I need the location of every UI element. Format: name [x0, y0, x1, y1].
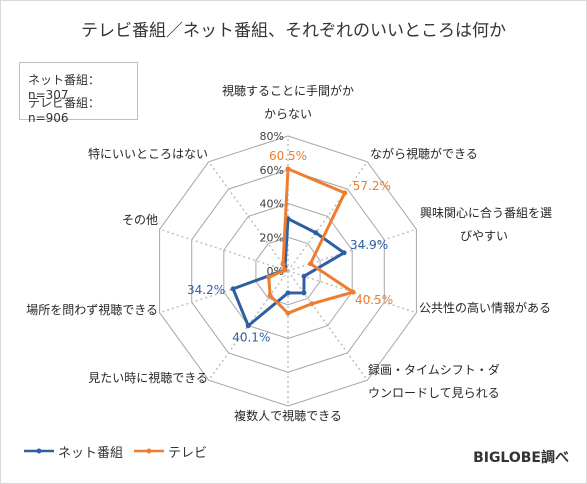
data-point-tv-3: [350, 289, 356, 295]
category-label-2-line-0: 興味関心に合う番組を選: [420, 205, 552, 220]
legend-swatch-tv: [134, 448, 164, 454]
category-label-1-line-0: ながら視聴ができる: [370, 146, 478, 161]
sample-size-box: ネット番組： n=307 テレビ番組： n=906: [19, 62, 138, 125]
legend-label-net: ネット番組: [58, 446, 124, 461]
data-label-tv-3: 40.5%: [355, 293, 393, 307]
tick-label-20: 20%: [260, 231, 284, 244]
data-point-net-7: [230, 286, 236, 292]
category-label-3-line-0: 公共性の高い情報がある: [419, 300, 551, 315]
data-point-net-2: [341, 250, 347, 256]
legend-swatch-net: [24, 448, 54, 454]
category-label-7-line-0: 場所を問わず視聴できる: [26, 302, 158, 317]
category-label-9-line-0: 特にいいところはない: [88, 146, 208, 161]
data-point-tv-9: [280, 261, 286, 267]
data-label-net-6: 40.1%: [232, 331, 270, 345]
tick-label-80: 80%: [260, 130, 284, 143]
category-label-8-line-0: その他: [122, 213, 158, 227]
data-point-net-5: [285, 290, 291, 296]
data-point-tv-6: [267, 293, 273, 299]
source-credit: BIGLOBE調べ: [473, 450, 569, 466]
chart-title: テレビ番組／ネット番組、それぞれのいいところは何か: [81, 21, 506, 41]
grid-ring-80: [159, 135, 417, 407]
category-label-4-line-1: ウンロードして見られる: [368, 386, 500, 400]
data-point-tv-0: [285, 166, 291, 172]
data-label-net-2: 34.9%: [350, 238, 388, 252]
legend-item-net: ネット番組: [24, 442, 123, 461]
category-label-2-line-1: びやすい: [460, 229, 508, 243]
data-point-net-6: [245, 323, 251, 329]
sample-size-net: ネット番組： n=307: [28, 73, 101, 102]
category-label-4-line-0: 録画・タイムシフト・ダ: [368, 362, 500, 377]
data-point-tv-5: [285, 310, 291, 316]
category-label-5-line-0: 複数人で視聴できる: [234, 408, 342, 423]
grid-ring-40: [223, 202, 353, 340]
data-point-net-4: [301, 290, 307, 296]
data-point-tv-2: [307, 261, 313, 267]
data-point-tv-7: [266, 274, 272, 280]
data-label-tv-0: 60.5%: [269, 149, 307, 163]
data-point-net-1: [313, 230, 319, 236]
legend-label-tv: テレビ: [168, 446, 208, 461]
data-label-tv-1: 57.2%: [353, 179, 391, 193]
category-label-0-line-0: 視聴することに手間がか: [222, 83, 354, 98]
tick-label-60: 60%: [260, 164, 284, 177]
category-label-0-line-1: からない: [264, 107, 312, 121]
data-label-net-7: 34.2%: [187, 283, 225, 297]
data-point-tv-1: [342, 190, 348, 196]
sample-size-tv: テレビ番組： n=906: [28, 96, 101, 125]
category-label-6-line-0: 見たい時に視聴できる: [88, 370, 208, 385]
data-point-net-3: [301, 273, 307, 279]
tick-label-40: 40%: [260, 198, 284, 211]
data-point-tv-8: [282, 267, 288, 273]
legend-item-tv: テレビ: [134, 442, 207, 461]
data-point-tv-4: [309, 301, 315, 307]
